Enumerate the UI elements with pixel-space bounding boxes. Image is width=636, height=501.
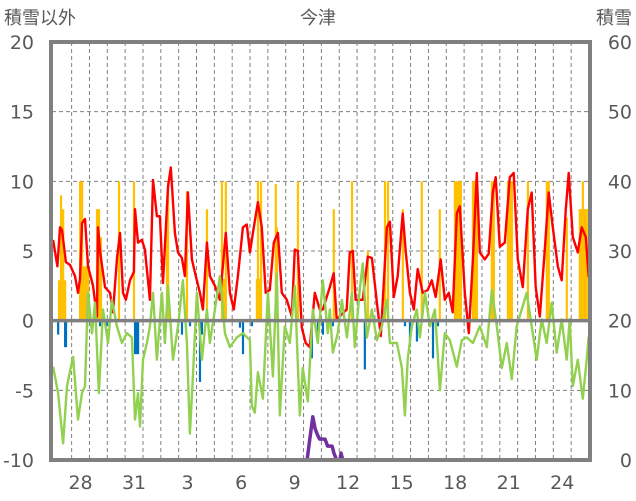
precipitation-bar — [97, 209, 101, 321]
precipitation-bar — [459, 181, 462, 321]
x-tick-label: 21 — [497, 472, 521, 494]
snow_depth-line — [52, 415, 589, 462]
negative-bar — [403, 320, 407, 327]
x-tick-label: 18 — [443, 472, 467, 494]
precipitation-bar — [84, 266, 88, 321]
x-tick-label: 9 — [289, 472, 301, 494]
left-tick-label: 5 — [22, 241, 34, 263]
precipitation-bar — [420, 181, 423, 321]
precipitation-bar — [57, 280, 61, 321]
left-tick-label: -5 — [15, 380, 34, 402]
negative-bar — [57, 320, 60, 335]
negative-bar — [238, 320, 242, 328]
x-tick-label: 6 — [235, 472, 247, 494]
precipitation-bar — [526, 181, 530, 321]
negative-bar — [98, 320, 102, 327]
precipitation-bar — [475, 181, 478, 321]
precipitation-bar — [492, 181, 495, 321]
right-tick-label: 0 — [620, 450, 632, 472]
negative-bar — [363, 320, 366, 370]
negative-bar — [105, 320, 109, 327]
negative-bar — [180, 320, 184, 335]
x-tick-label: 28 — [68, 472, 92, 494]
precipitation-bar — [222, 278, 226, 321]
precipitation-bar — [366, 251, 369, 321]
negative-bar — [321, 320, 325, 335]
negative-bar — [436, 320, 440, 327]
x-tick-label: 31 — [122, 472, 146, 494]
right-tick-label: 30 — [608, 241, 632, 263]
precipitation-bar — [332, 209, 335, 321]
negative-bar — [431, 320, 435, 359]
negative-bar — [241, 320, 245, 355]
precipitation-bar — [256, 181, 260, 321]
right-tick-label: 50 — [608, 102, 632, 124]
negative-bar — [136, 320, 140, 355]
right-axis-title: 積雪 — [596, 8, 632, 29]
precipitation-bar — [205, 209, 209, 321]
precipitation-bar — [99, 237, 103, 321]
plot-frame — [49, 40, 592, 462]
other-line — [51, 262, 592, 445]
left-tick-label: 20 — [10, 32, 34, 54]
precipitation-bar — [166, 181, 170, 321]
right-tick-label: 60 — [608, 32, 632, 54]
plot-border — [49, 40, 592, 462]
left-tick-label: 0 — [22, 311, 34, 333]
x-tick-label: 12 — [336, 472, 360, 494]
precipitation-bar — [386, 181, 390, 321]
precipitation-bar — [401, 209, 404, 321]
precipitation-bar — [82, 266, 86, 321]
chart-title: 今津 — [300, 8, 336, 29]
negative-bar — [250, 320, 254, 327]
left-tick-label: 10 — [10, 171, 34, 193]
precipitation-bar — [220, 181, 224, 321]
x-tick-label: 3 — [182, 472, 194, 494]
precipitation-bar — [565, 217, 568, 321]
right-tick-label: 20 — [608, 311, 632, 333]
negative-bar — [408, 320, 412, 342]
precipitation-bar — [510, 181, 513, 321]
temperature-line — [51, 166, 592, 349]
precipitation-bar — [59, 195, 63, 321]
negative-bar — [415, 320, 419, 342]
line-series — [51, 166, 592, 462]
x-tick-label: 24 — [550, 472, 574, 494]
left-tick-label: -10 — [3, 450, 34, 472]
precipitation-bar — [185, 191, 189, 321]
right-tick-label: 10 — [608, 380, 632, 402]
precipitation-bar — [62, 209, 65, 321]
precipitation-bar — [64, 280, 67, 321]
negative-bar — [188, 320, 192, 327]
precipitation-bar — [259, 181, 263, 321]
left-axis-title: 積雪以外 — [4, 8, 76, 29]
negative-bar — [331, 320, 335, 327]
x-tick-label: 15 — [390, 472, 414, 494]
gridlines — [52, 42, 589, 460]
precipitation-bar — [547, 181, 550, 321]
negative-bar — [200, 320, 204, 335]
left-tick-label: 15 — [10, 102, 34, 124]
negative-bar — [198, 320, 202, 382]
right-tick-label: 40 — [608, 171, 632, 193]
negative-bar — [64, 320, 68, 348]
